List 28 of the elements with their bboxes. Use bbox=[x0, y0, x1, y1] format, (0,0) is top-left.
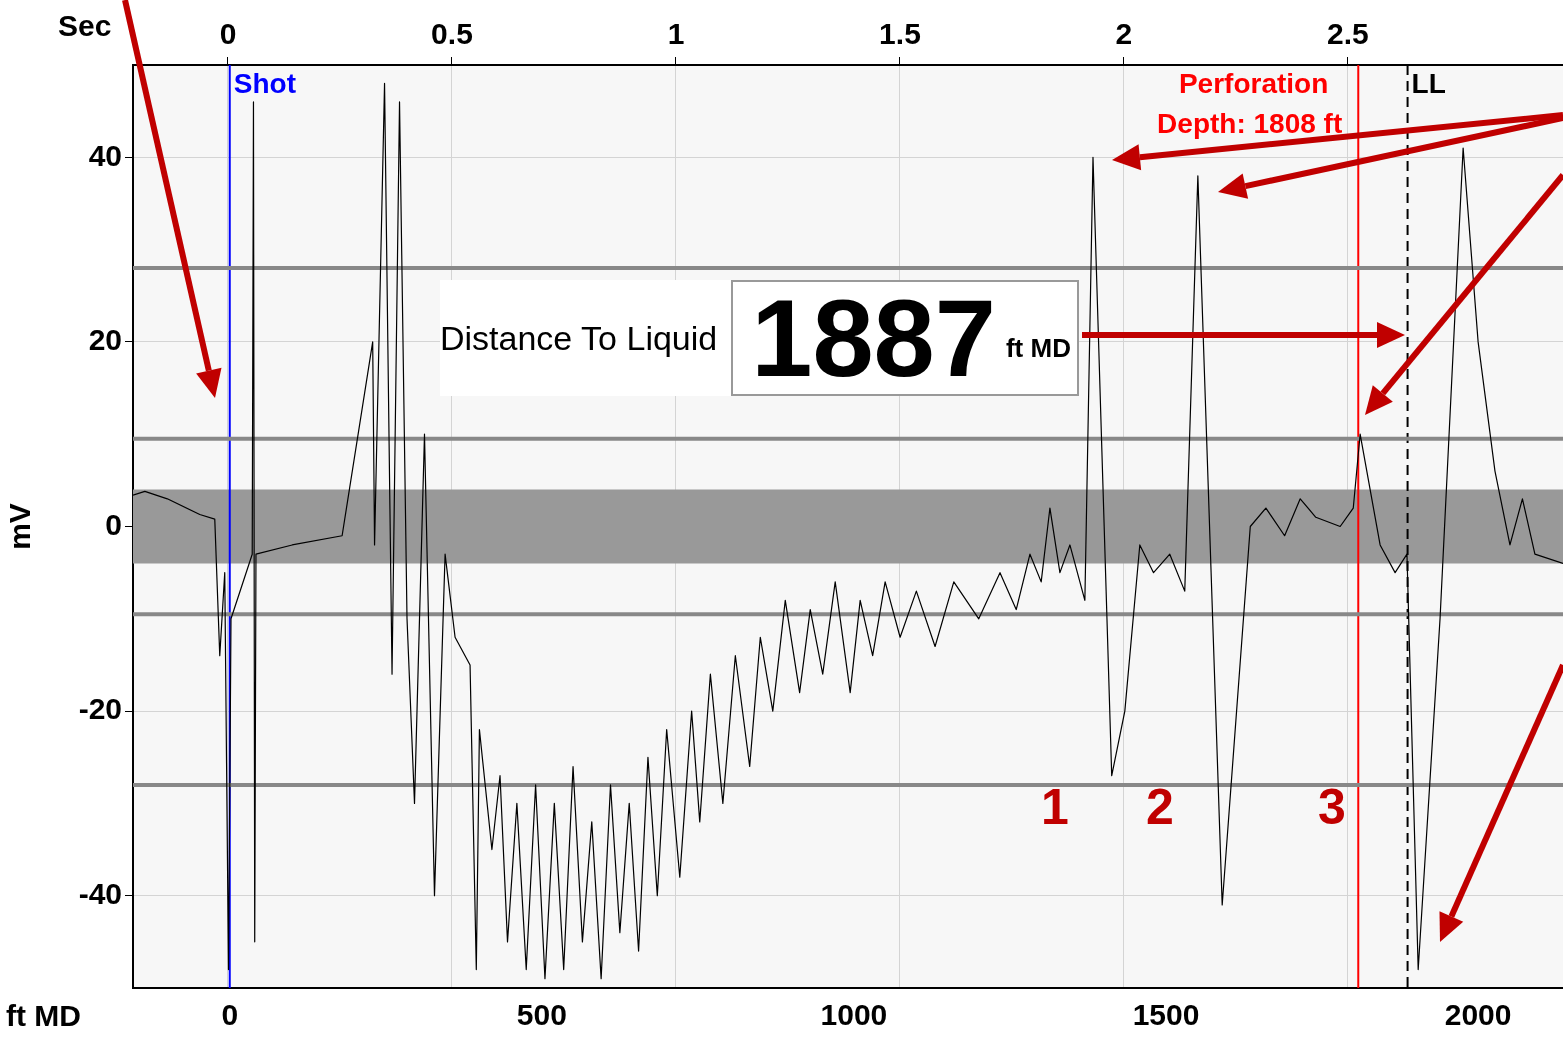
x-tick-label: 500 bbox=[516, 998, 567, 1032]
x2-axis-title: Sec bbox=[58, 9, 112, 43]
ref-line-label: LL bbox=[1411, 67, 1446, 99]
x2-tick-label: 0 bbox=[219, 17, 237, 51]
x-tick-label: 1500 bbox=[1132, 998, 1200, 1032]
y-tick-label: 40 bbox=[88, 138, 122, 172]
x-tick-label: 0 bbox=[221, 998, 239, 1032]
annotation: 3 bbox=[1318, 778, 1346, 835]
x2-tick-label: 2 bbox=[1115, 17, 1133, 51]
y-tick-label: 20 bbox=[88, 323, 122, 357]
x2-tick-label: 1 bbox=[667, 17, 685, 51]
x2-tick-label: 2.5 bbox=[1327, 17, 1369, 51]
x-tick-label: 2000 bbox=[1444, 998, 1512, 1032]
ref-line-label: Perforation Depth: 1808 ft bbox=[1157, 67, 1343, 139]
x2-tick-label: 1.5 bbox=[879, 17, 921, 51]
y-tick-label: -20 bbox=[78, 692, 122, 726]
annotation: Distance To Liquid bbox=[440, 318, 719, 358]
annotation: 2 bbox=[1146, 778, 1174, 835]
y-axis-title: mV bbox=[3, 503, 37, 550]
annotation: ft MD bbox=[1004, 333, 1071, 365]
annotation: 1887 bbox=[751, 276, 996, 399]
y-tick-label: -40 bbox=[78, 876, 122, 910]
x-axis-title: ft MD bbox=[6, 999, 81, 1033]
annotation: 1 bbox=[1041, 778, 1069, 835]
y-tick-label: 0 bbox=[105, 507, 122, 541]
x2-tick-label: 0.5 bbox=[431, 17, 473, 51]
x-tick-label: 1000 bbox=[820, 998, 888, 1032]
ref-line-label: Shot bbox=[233, 67, 296, 99]
